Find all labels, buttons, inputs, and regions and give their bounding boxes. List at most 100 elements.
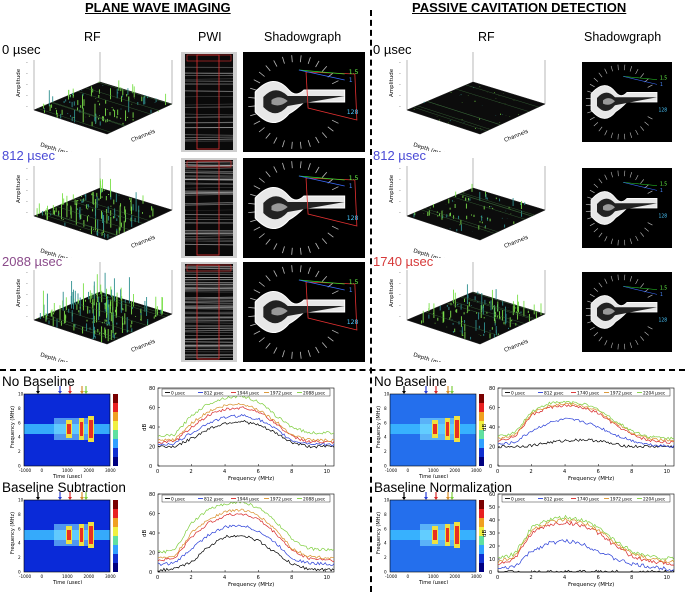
amplitude-axis-label: Amplitude xyxy=(16,68,22,97)
svg-text:Frequency (MHz): Frequency (MHz) xyxy=(568,582,614,588)
amplitude-axis-label: Amplitude xyxy=(389,278,395,307)
y-tick: 50 xyxy=(489,505,495,511)
legend-entry: 812 µsec xyxy=(544,391,564,397)
y-tick: 40 xyxy=(489,518,495,524)
svg-text:Depth (mm): Depth (mm) xyxy=(39,142,73,152)
svg-text:Depth (mm): Depth (mm) xyxy=(39,352,73,362)
svg-text:Frequency (MHz): Frequency (MHz) xyxy=(376,512,382,554)
svg-text:6: 6 xyxy=(18,526,21,531)
legend-entry: 1740 µsec xyxy=(577,391,600,397)
x-tick: 10 xyxy=(664,469,670,475)
svg-text:1.5: 1.5 xyxy=(660,181,667,187)
x-tick: 10 xyxy=(324,469,330,475)
legend-entry: 2204 µsec xyxy=(643,497,666,503)
legend-entry: 0 µsec xyxy=(511,497,526,503)
svg-text:-: - xyxy=(26,270,28,276)
x-tick: 6 xyxy=(257,469,260,475)
svg-text:8: 8 xyxy=(384,512,387,517)
x-tick: 2 xyxy=(190,469,193,475)
svg-text:4: 4 xyxy=(18,435,21,440)
svg-text:-: - xyxy=(399,104,401,110)
x-tick: 4 xyxy=(563,575,566,581)
svg-text:0: 0 xyxy=(41,468,44,473)
svg-text:0: 0 xyxy=(384,464,387,469)
legend-entry: 2204 µsec xyxy=(643,391,666,397)
svg-text:Channels: Channels xyxy=(504,235,530,250)
svg-text:6: 6 xyxy=(384,420,387,425)
svg-text:10: 10 xyxy=(18,498,24,503)
svg-text:Channels: Channels xyxy=(504,339,530,354)
svg-text:-: - xyxy=(26,60,28,66)
horizontal-divider xyxy=(0,369,685,371)
column-rf-left: RF xyxy=(84,30,101,44)
svg-text:3000: 3000 xyxy=(105,468,116,473)
svg-text:Depth (mm): Depth (mm) xyxy=(39,248,73,258)
svg-text:8: 8 xyxy=(18,406,21,411)
y-tick: 30 xyxy=(489,531,495,537)
x-tick: 2 xyxy=(530,469,533,475)
y-tick: 0 xyxy=(489,464,492,470)
legend-entry: 0 µsec xyxy=(511,391,526,397)
svg-text:Channels: Channels xyxy=(131,235,157,250)
svg-text:-1000: -1000 xyxy=(19,468,32,473)
svg-text:-: - xyxy=(399,314,401,320)
svg-text:2: 2 xyxy=(384,555,387,560)
svg-text:-: - xyxy=(399,82,401,88)
svg-text:2: 2 xyxy=(18,555,21,560)
vertical-divider xyxy=(370,10,372,592)
svg-text:1000: 1000 xyxy=(62,574,73,579)
x-tick: 8 xyxy=(290,575,293,581)
svg-text:-: - xyxy=(399,60,401,66)
svg-text:128: 128 xyxy=(347,215,359,222)
column-shadowgraph-left: Shadowgraph xyxy=(264,30,341,44)
svg-text:-: - xyxy=(26,188,28,194)
svg-text:-: - xyxy=(399,166,401,172)
legend-entry: 812 µsec xyxy=(204,497,224,503)
svg-text:8: 8 xyxy=(384,406,387,411)
legend-entry: 2088 µsec xyxy=(303,391,326,397)
svg-text:128: 128 xyxy=(347,109,359,116)
svg-text:Frequency (MHz): Frequency (MHz) xyxy=(568,476,614,482)
y-tick: 20 xyxy=(489,544,495,550)
x-tick: 8 xyxy=(630,575,633,581)
svg-text:Channels: Channels xyxy=(131,129,157,144)
svg-text:-: - xyxy=(26,281,28,287)
x-tick: 0 xyxy=(156,575,159,581)
svg-text:-: - xyxy=(399,210,401,216)
y-tick: 80 xyxy=(489,386,495,392)
svg-text:2: 2 xyxy=(384,449,387,454)
x-tick: 6 xyxy=(257,575,260,581)
svg-text:Time (µsec): Time (µsec) xyxy=(418,474,448,478)
header-passive-cavitation: PASSIVE CAVITATION DETECTION xyxy=(412,0,626,15)
svg-text:-1000: -1000 xyxy=(385,574,398,579)
svg-text:-: - xyxy=(26,71,28,77)
legend-entry: 1944 µsec xyxy=(237,391,260,397)
svg-text:2000: 2000 xyxy=(84,574,95,579)
svg-text:-: - xyxy=(399,270,401,276)
svg-text:1: 1 xyxy=(660,292,663,298)
svg-text:-: - xyxy=(399,199,401,205)
svg-text:Time (µsec): Time (µsec) xyxy=(52,580,82,584)
x-tick: 8 xyxy=(630,469,633,475)
svg-text:dB: dB xyxy=(482,424,488,431)
y-tick: 40 xyxy=(149,531,155,537)
y-tick: 60 xyxy=(489,492,495,498)
svg-text:4: 4 xyxy=(18,541,21,546)
x-tick: 4 xyxy=(223,575,226,581)
svg-text:0: 0 xyxy=(384,570,387,575)
amplitude-axis-label: Amplitude xyxy=(389,68,395,97)
legend-entry: 1740 µsec xyxy=(577,497,600,503)
x-tick: 6 xyxy=(597,469,600,475)
x-tick: 4 xyxy=(223,469,226,475)
svg-text:dB: dB xyxy=(482,530,488,537)
pwi-image-1 xyxy=(181,158,237,263)
